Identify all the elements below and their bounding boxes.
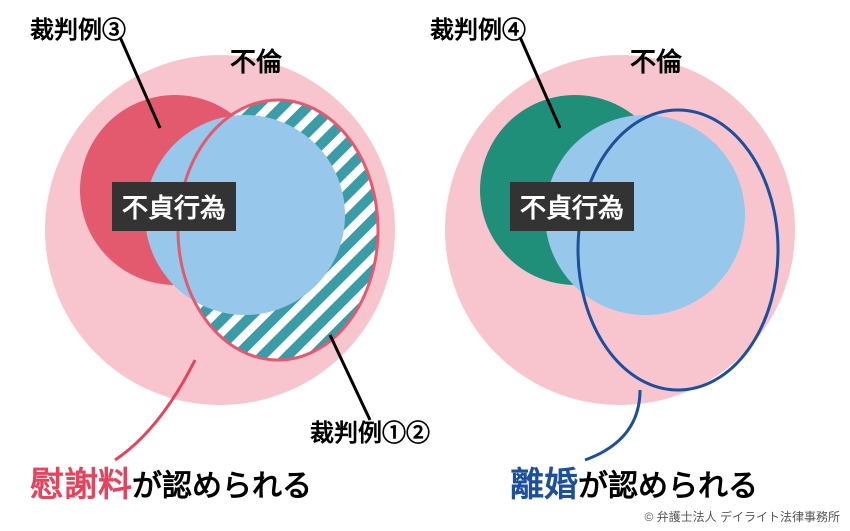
left-caption-rest: が認められる [132,470,312,503]
left-furin-label: 不倫 [230,42,282,79]
right-caption: 離婚が認められる [510,457,758,506]
left-caption-accent: 慰謝料 [30,466,132,504]
copyright: © 弁護士法人 デイライト法律事務所 [644,508,840,525]
left-caption: 慰謝料が認められる [30,457,312,506]
diagram-svg [0,0,850,531]
right-caption-rest: が認められる [578,470,758,503]
label-case12: 裁判例①② [310,413,430,448]
leader-case12 [330,335,370,420]
left-inner-box: 不貞行為 [112,182,236,231]
label-case3: 裁判例③ [30,10,126,45]
right-inner-box: 不貞行為 [510,182,634,231]
right-caption-accent: 離婚 [510,466,578,504]
right-furin-label: 不倫 [630,42,682,79]
label-case4: 裁判例④ [430,10,526,45]
